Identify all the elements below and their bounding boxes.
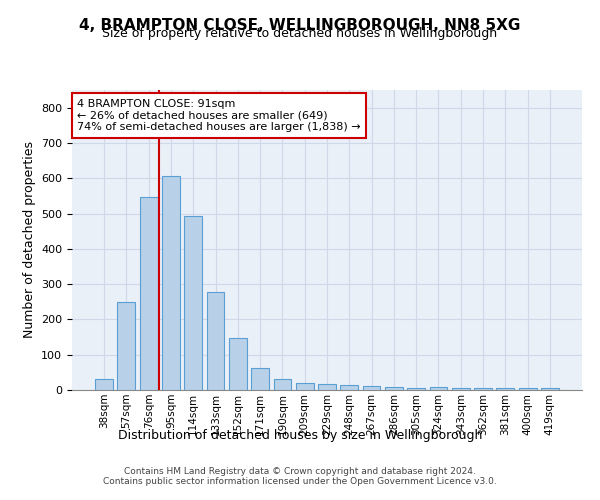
Bar [407, 388, 425, 390]
Text: Contains HM Land Registry data © Crown copyright and database right 2024.: Contains HM Land Registry data © Crown c… [124, 467, 476, 476]
Bar [118, 302, 136, 390]
Bar [340, 385, 358, 390]
Bar [452, 388, 470, 390]
Bar [362, 386, 380, 390]
Bar [541, 388, 559, 390]
Bar [251, 368, 269, 390]
Text: Size of property relative to detached houses in Wellingborough: Size of property relative to detached ho… [103, 28, 497, 40]
Text: Contains public sector information licensed under the Open Government Licence v3: Contains public sector information licen… [103, 477, 497, 486]
Bar [140, 196, 158, 390]
Bar [385, 387, 403, 390]
Bar [162, 176, 180, 390]
Bar [274, 378, 292, 390]
Bar [430, 387, 448, 390]
Bar [95, 378, 113, 390]
Text: 4 BRAMPTON CLOSE: 91sqm
← 26% of detached houses are smaller (649)
74% of semi-d: 4 BRAMPTON CLOSE: 91sqm ← 26% of detache… [77, 99, 361, 132]
Bar [296, 383, 314, 390]
Bar [318, 384, 336, 390]
Bar [184, 216, 202, 390]
Bar [474, 388, 492, 390]
Bar [206, 292, 224, 390]
Text: 4, BRAMPTON CLOSE, WELLINGBOROUGH, NN8 5XG: 4, BRAMPTON CLOSE, WELLINGBOROUGH, NN8 5… [79, 18, 521, 32]
Bar [229, 338, 247, 390]
Y-axis label: Number of detached properties: Number of detached properties [23, 142, 35, 338]
Text: Distribution of detached houses by size in Wellingborough: Distribution of detached houses by size … [118, 428, 482, 442]
Bar [518, 388, 536, 390]
Bar [496, 388, 514, 390]
